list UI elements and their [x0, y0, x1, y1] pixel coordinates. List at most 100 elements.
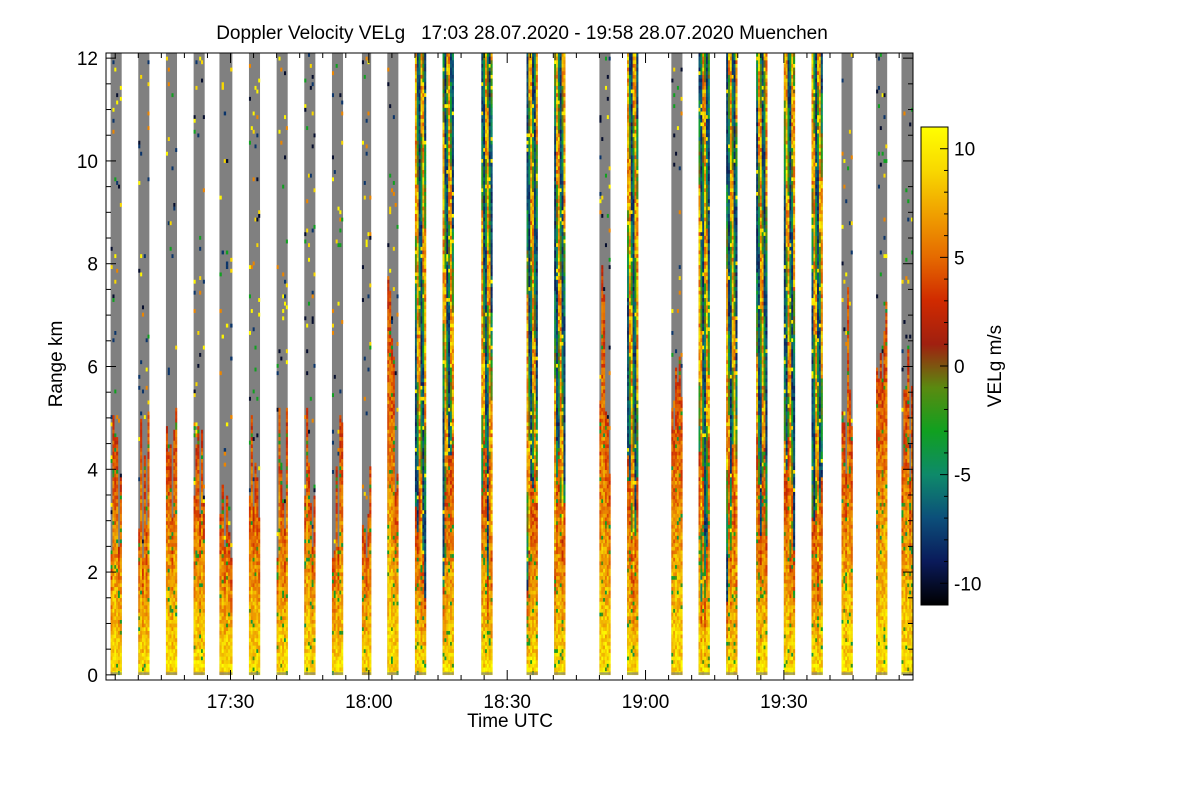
velocity-cell: [309, 557, 312, 562]
velocity-cell: [147, 126, 150, 131]
velocity-cell: [367, 111, 370, 116]
velocity-cell: [367, 663, 370, 668]
velocity-cell: [396, 480, 399, 485]
velocity-cell: [367, 579, 370, 584]
velocity-cell: [341, 437, 344, 441]
velocity-cell: [420, 349, 423, 354]
velocity-cell: [418, 491, 421, 496]
velocity-cell: [143, 649, 146, 654]
velocity-cell: [306, 535, 309, 540]
velocity-cell: [112, 645, 115, 650]
velocity-cell: [230, 601, 233, 606]
velocity-cell: [416, 162, 419, 167]
velocity-cell: [193, 528, 196, 533]
velocity-cell: [282, 609, 285, 613]
velocity-cell: [387, 532, 390, 537]
velocity-cell: [200, 513, 204, 518]
velocity-cell: [331, 576, 335, 580]
velocity-cell: [221, 594, 224, 599]
velocity-cell: [365, 568, 368, 573]
velocity-cell: [416, 524, 419, 529]
velocity-cell: [147, 422, 150, 427]
velocity-cell: [416, 104, 419, 109]
velocity-cell: [138, 561, 141, 566]
velocity-cell: [424, 550, 427, 555]
velocity-cell: [369, 546, 372, 551]
velocity-cell: [284, 590, 287, 595]
velocity-cell: [193, 583, 196, 588]
velocity-cell: [258, 565, 261, 569]
velocity-cell: [112, 627, 115, 632]
velocity-cell: [390, 641, 394, 646]
velocity-cell: [414, 148, 418, 152]
velocity-cell: [143, 470, 146, 474]
velocity-cell: [414, 462, 418, 467]
velocity-cell: [256, 177, 259, 182]
velocity-cell: [365, 576, 368, 580]
velocity-cell: [389, 513, 392, 518]
velocity-cell: [389, 477, 392, 482]
velocity-cell: [284, 609, 287, 613]
velocity-cell: [416, 513, 419, 518]
velocity-cell: [339, 389, 342, 394]
velocity-cell: [250, 576, 253, 580]
velocity-cell: [119, 539, 122, 544]
velocity-cell: [416, 616, 419, 621]
velocity-cell: [422, 144, 425, 149]
velocity-cell: [394, 524, 397, 529]
velocity-cell: [414, 217, 418, 222]
velocity-cell: [313, 623, 316, 628]
velocity-cell: [414, 276, 418, 280]
velocity-cell: [389, 605, 392, 610]
velocity-cell: [143, 535, 146, 540]
velocity-cell: [389, 532, 392, 537]
velocity-cell: [339, 426, 342, 430]
velocity-cell: [248, 521, 251, 526]
velocity-cell: [284, 601, 287, 606]
velocity-cell: [387, 561, 390, 566]
velocity-cell: [416, 557, 419, 562]
velocity-cell: [390, 649, 394, 654]
velocity-cell: [414, 517, 418, 522]
velocity-cell: [219, 587, 222, 591]
velocity-cell: [424, 612, 427, 617]
velocity-cell: [202, 638, 205, 643]
velocity-cell: [169, 221, 172, 226]
velocity-cell: [199, 616, 202, 621]
velocity-cell: [225, 524, 229, 529]
velocity-cell: [252, 510, 255, 515]
velocity-cell: [219, 195, 222, 200]
velocity-cell: [138, 590, 141, 595]
velocity-cell: [250, 491, 253, 496]
velocity-cell: [422, 181, 425, 185]
velocity-cell: [285, 283, 288, 288]
velocity-cell: [252, 543, 255, 548]
velocity-cell: [309, 623, 312, 628]
velocity-cell: [424, 590, 427, 595]
velocity-cell: [306, 466, 309, 471]
velocity-cell: [119, 495, 122, 500]
velocity-cell: [112, 499, 115, 504]
velocity-cell: [335, 491, 338, 496]
velocity-cell: [420, 137, 423, 141]
velocity-cell: [418, 612, 421, 617]
velocity-cell: [165, 656, 168, 661]
velocity-cell: [416, 411, 419, 416]
velocity-cell: [119, 550, 122, 555]
velocity-cell: [193, 554, 196, 559]
velocity-cell: [147, 594, 150, 599]
velocity-cell: [418, 287, 421, 291]
velocity-cell: [280, 594, 283, 599]
velocity-cell: [276, 590, 279, 595]
velocity-cell: [110, 630, 113, 635]
velocity-cell: [230, 590, 233, 595]
velocity-cell: [221, 528, 224, 533]
velocity-cell: [173, 202, 176, 207]
velocity-cell: [285, 502, 288, 507]
velocity-cell: [304, 609, 307, 613]
velocity-cell: [119, 656, 122, 661]
velocity-cell: [331, 630, 335, 635]
velocity-cell: [424, 470, 427, 474]
velocity-cell: [278, 645, 281, 650]
velocity-cell: [416, 473, 419, 478]
